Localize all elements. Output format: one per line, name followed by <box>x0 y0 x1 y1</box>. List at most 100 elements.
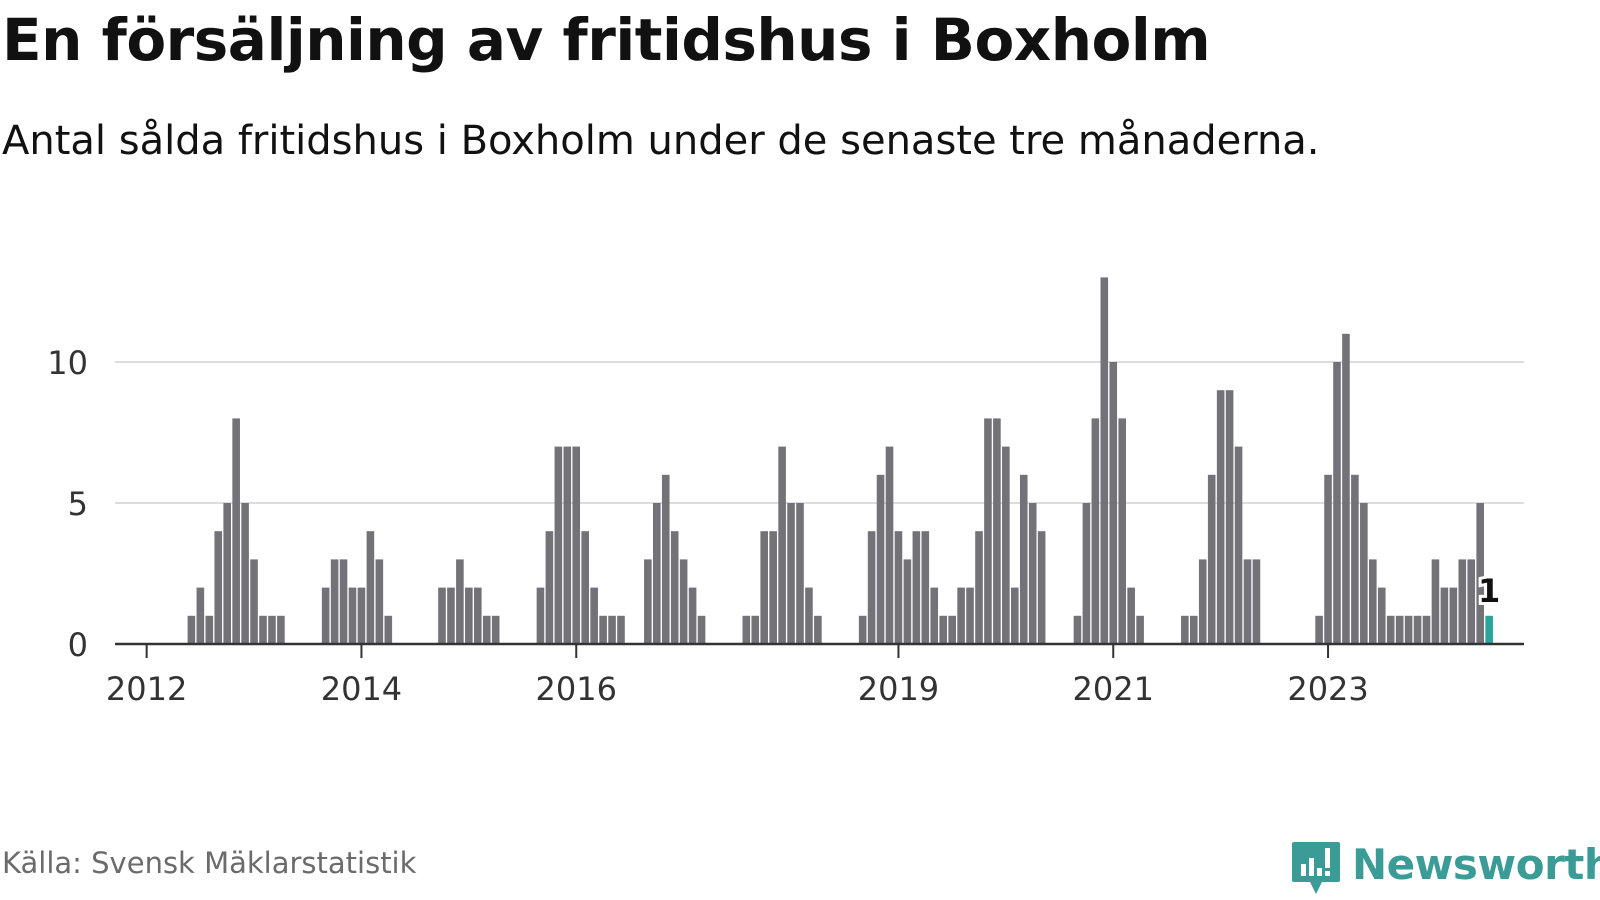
bar <box>456 559 464 644</box>
bar <box>1413 615 1422 644</box>
bar <box>205 615 214 644</box>
bar <box>545 531 554 644</box>
highlight-value-label: 1 <box>1478 572 1500 610</box>
bar <box>572 446 581 644</box>
bar <box>375 559 384 644</box>
bar <box>1109 362 1118 644</box>
bar <box>241 503 249 644</box>
axes <box>115 642 1524 658</box>
bar <box>1369 559 1377 644</box>
bar <box>384 615 393 644</box>
bar <box>778 446 786 644</box>
bar <box>984 418 992 644</box>
bar <box>1073 615 1082 644</box>
bar <box>339 559 348 644</box>
x-tick-label: 2014 <box>321 670 402 708</box>
bar <box>1243 559 1252 644</box>
bar <box>187 615 196 644</box>
bar <box>348 587 357 644</box>
grid-lines <box>115 361 1524 504</box>
bar <box>1386 615 1395 644</box>
newsworthy-logo-icon <box>1292 842 1340 894</box>
bar <box>1225 390 1234 644</box>
x-tick-label: 2019 <box>858 670 939 708</box>
bar <box>366 531 375 644</box>
bar <box>259 615 267 644</box>
bar <box>966 587 974 644</box>
bar <box>814 615 822 644</box>
bar <box>196 587 205 644</box>
bar <box>948 615 956 644</box>
bar <box>644 559 652 644</box>
bar <box>1019 474 1028 644</box>
bar <box>867 531 876 644</box>
bar <box>1342 333 1350 644</box>
bar <box>1360 503 1368 644</box>
bar <box>1011 587 1019 644</box>
bar <box>796 503 804 644</box>
bar <box>930 587 939 644</box>
bar <box>653 503 661 644</box>
x-tick-label: 2012 <box>106 670 187 708</box>
bar <box>1190 615 1198 644</box>
bar <box>1351 474 1359 644</box>
bar <box>1315 615 1323 644</box>
bar <box>1440 587 1449 644</box>
bar <box>975 531 983 644</box>
bar <box>617 615 625 644</box>
bar <box>805 587 813 644</box>
bar <box>894 531 903 644</box>
bars <box>187 277 1493 644</box>
bar <box>1458 559 1467 644</box>
bar <box>1324 474 1332 644</box>
bar <box>876 474 885 644</box>
bar-highlight <box>1485 615 1493 644</box>
bar <box>670 531 679 644</box>
bar <box>321 587 330 644</box>
source-text: Källa: Svensk Mäklarstatistik <box>2 846 417 880</box>
bar <box>491 615 500 644</box>
bar <box>787 503 795 644</box>
bar <box>1082 503 1091 644</box>
bar <box>447 587 455 644</box>
bar <box>223 503 231 644</box>
bar <box>232 418 240 644</box>
bar <box>581 531 589 644</box>
bar <box>250 559 258 644</box>
newsworthy-logo: Newsworthy <box>1290 838 1600 898</box>
bar <box>1207 474 1216 644</box>
bar <box>751 615 760 644</box>
bar <box>1377 587 1386 644</box>
bar <box>1037 531 1046 644</box>
bar <box>438 587 446 644</box>
bar <box>885 446 894 644</box>
bar <box>357 587 366 644</box>
x-tick-label: 2021 <box>1073 670 1154 708</box>
bar <box>1216 390 1225 644</box>
bar <box>1422 615 1431 644</box>
bar <box>563 446 572 644</box>
bar <box>465 587 473 644</box>
newsworthy-logo-text: Newsworthy <box>1352 840 1600 889</box>
chart-subtitle: Antal sålda fritidshus i Boxholm under d… <box>2 118 1320 164</box>
bar <box>330 559 339 644</box>
bar <box>1100 277 1109 644</box>
bar <box>939 615 947 644</box>
y-tick-label: 0 <box>68 626 88 664</box>
bar <box>1181 615 1189 644</box>
bar <box>214 531 223 644</box>
bar <box>554 446 563 644</box>
bar <box>957 587 965 644</box>
bar <box>1395 615 1404 644</box>
bar <box>1431 559 1440 644</box>
bar <box>599 615 607 644</box>
bar <box>1234 446 1243 644</box>
chart-title: En försäljning av fritidshus i Boxholm <box>2 6 1211 74</box>
bar <box>1118 418 1126 644</box>
bar <box>608 615 616 644</box>
bar <box>697 615 706 644</box>
bar <box>912 531 921 644</box>
bar <box>760 531 768 644</box>
bar <box>590 587 598 644</box>
bar <box>277 615 285 644</box>
